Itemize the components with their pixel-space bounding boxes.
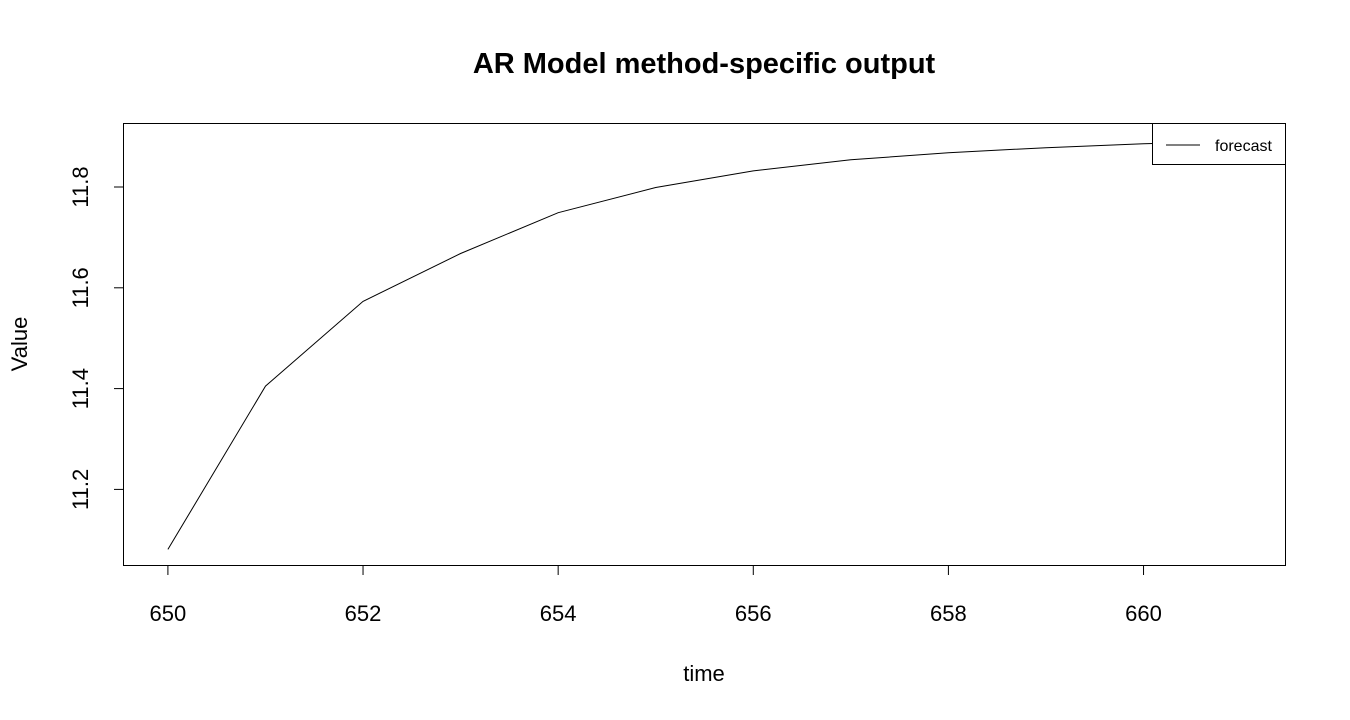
series-layer — [167, 140, 1242, 550]
legend-box — [1152, 123, 1286, 165]
legend-label-forecast: forecast — [1215, 138, 1272, 155]
x-tick-label: 654 — [540, 601, 577, 626]
legend: forecast — [1152, 123, 1286, 165]
x-tick-label: 652 — [345, 601, 382, 626]
plot-frame — [123, 123, 1286, 566]
y-tick-label: 11.8 — [68, 166, 93, 207]
x-axis-label: time — [683, 661, 725, 686]
y-axis: 11.2 11.4 11.6 11.8 — [68, 166, 124, 510]
x-axis: 650 652 654 656 658 660 — [150, 565, 1162, 626]
y-tick-label: 11.6 — [68, 267, 93, 308]
chart-title: AR Model method-specific output — [473, 48, 936, 80]
x-tick-label: 658 — [930, 601, 967, 626]
series-line-forecast — [167, 140, 1242, 550]
y-tick-label: 11.4 — [68, 368, 93, 409]
x-tick-label: 656 — [735, 601, 772, 626]
x-tick-label: 650 — [150, 601, 187, 626]
y-axis-label: Value — [7, 317, 32, 372]
y-tick-label: 11.2 — [68, 469, 93, 510]
x-tick-label: 660 — [1125, 601, 1162, 626]
